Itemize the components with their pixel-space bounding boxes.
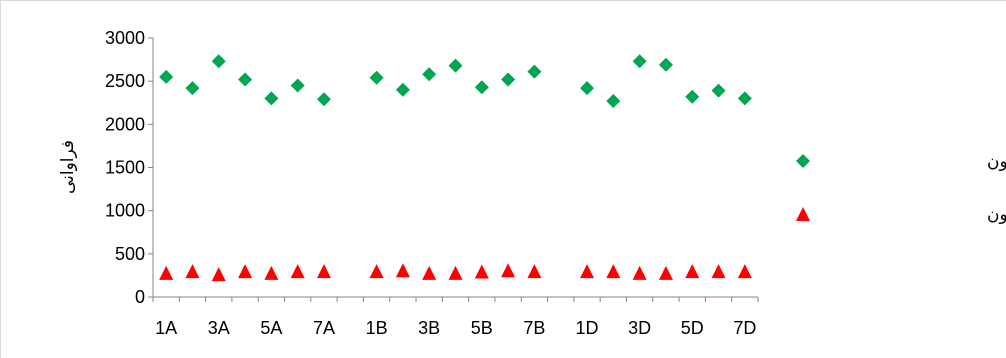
exon-point xyxy=(632,265,647,280)
exon-point xyxy=(264,265,279,280)
exon-point xyxy=(238,264,253,279)
y-tick-label: 500 xyxy=(115,244,145,264)
x-tick-label: 3A xyxy=(208,318,230,338)
intron-point xyxy=(264,91,279,106)
y-axis-title: فراوانی xyxy=(58,140,78,194)
intron-point xyxy=(316,92,331,107)
exon-point xyxy=(501,263,516,278)
exon-point xyxy=(737,264,752,279)
x-tick-label: 3B xyxy=(418,318,440,338)
intron-point xyxy=(238,72,253,87)
exon-point xyxy=(527,264,542,279)
exon-point xyxy=(422,265,437,280)
intron-point xyxy=(448,58,463,73)
intron-point xyxy=(395,82,410,97)
intron-point xyxy=(501,72,516,87)
legend-label: میانگین طول اگزون xyxy=(987,204,1006,225)
y-tick-label: 2000 xyxy=(105,114,145,134)
exon-point xyxy=(316,264,331,279)
series-exon xyxy=(159,263,752,282)
data-series xyxy=(159,54,752,282)
exon-point xyxy=(606,264,621,279)
y-tick-label: 0 xyxy=(135,287,145,307)
intron-point xyxy=(711,83,726,98)
x-tick-label: 1D xyxy=(576,318,599,338)
intron-point xyxy=(685,89,700,104)
legend-label: میانگین طول اینترون xyxy=(987,151,1006,172)
exon-point xyxy=(448,265,463,280)
x-tick-label: 5A xyxy=(260,318,282,338)
exon-point xyxy=(658,265,673,280)
exon-point xyxy=(711,264,726,279)
intron-point xyxy=(211,54,226,69)
intron-point xyxy=(632,54,647,69)
x-tick-label: 5D xyxy=(681,318,704,338)
x-tick-label: 3D xyxy=(628,318,651,338)
exon-point xyxy=(580,264,595,279)
exon-point xyxy=(474,264,489,279)
intron-point xyxy=(185,81,200,96)
x-tick-label: 1A xyxy=(155,318,177,338)
y-tick-label: 2500 xyxy=(105,71,145,91)
exon-point xyxy=(369,264,384,279)
y-tick-label: 3000 xyxy=(105,28,145,48)
intron-point xyxy=(527,64,542,79)
y-tick-label: 1000 xyxy=(105,201,145,221)
x-axis: 1A 3A 5A 7A 1B 3B 5B 7B 1D 3D 5D 7D xyxy=(152,296,759,338)
legend: میانگین طول اینترون میانگین طول اگزون xyxy=(796,151,1006,225)
exon-point xyxy=(290,264,305,279)
intron-point xyxy=(737,91,752,106)
intron-point xyxy=(658,57,673,72)
exon-point xyxy=(685,264,700,279)
x-tick-label: 7A xyxy=(313,318,335,338)
x-tick-label: 7D xyxy=(733,318,756,338)
intron-point xyxy=(580,81,595,96)
intron-point xyxy=(369,70,384,85)
x-tick-label: 7B xyxy=(523,318,545,338)
intron-point xyxy=(606,94,621,109)
x-tick-label: 5B xyxy=(471,318,493,338)
x-tick-label: 1B xyxy=(366,318,388,338)
exon-point xyxy=(185,264,200,279)
series-intron xyxy=(159,54,752,109)
intron-point xyxy=(474,80,489,95)
legend-triangle-marker xyxy=(796,207,810,221)
intron-point xyxy=(290,78,305,93)
exon-point xyxy=(395,263,410,278)
exon-point xyxy=(211,267,226,282)
legend-diamond-marker xyxy=(796,154,810,168)
y-axis: 0 500 1000 1500 2000 2500 3000 xyxy=(105,28,154,307)
intron-point xyxy=(159,69,174,84)
y-tick-label: 1500 xyxy=(105,158,145,178)
exon-point xyxy=(159,265,174,280)
intron-point xyxy=(422,67,437,82)
